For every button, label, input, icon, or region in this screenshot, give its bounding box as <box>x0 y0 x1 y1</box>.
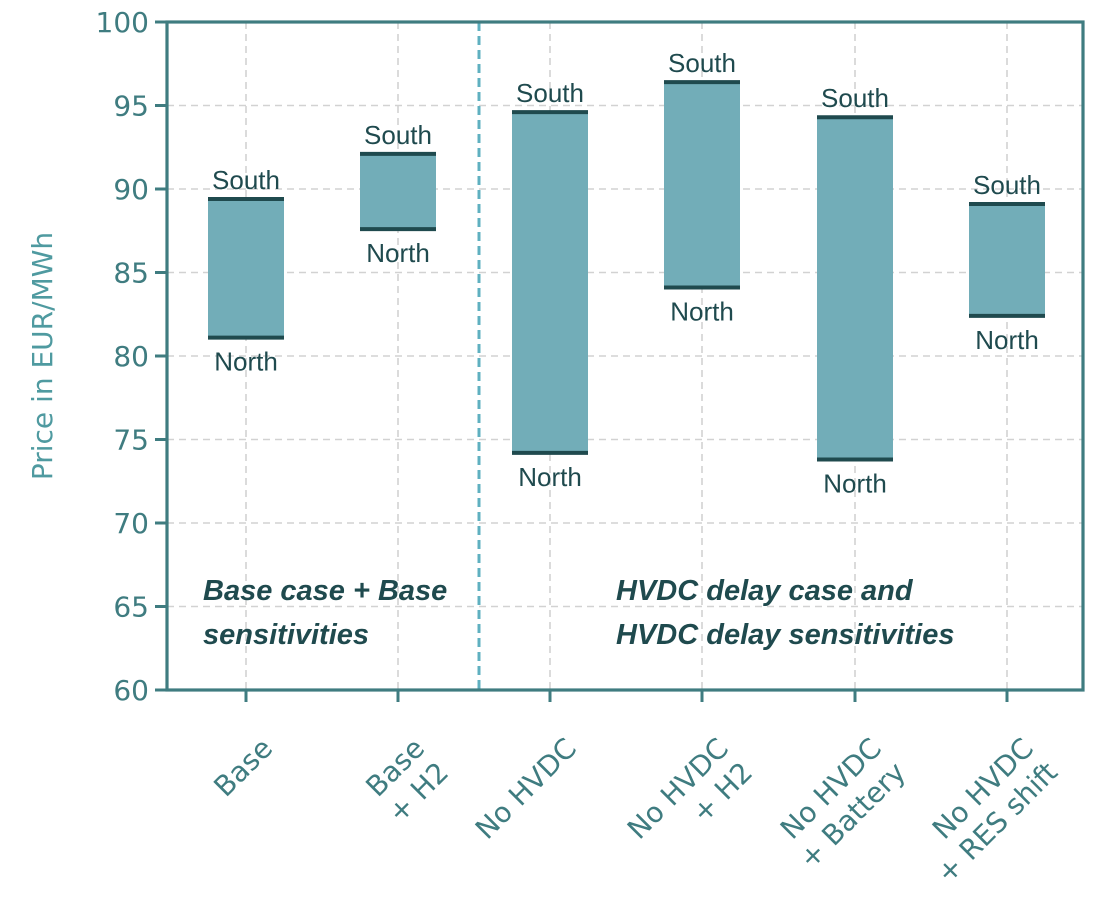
south-label: South <box>973 170 1041 200</box>
x-axis: Base Base+ H2 No HVDC No HVDC+ H2 No HVDC+ B… <box>207 690 1064 890</box>
y-tick-label: 95 <box>113 90 149 123</box>
x-tick-label: No HVDC+ RES shift <box>906 732 1064 890</box>
y-tick-label: 60 <box>113 674 149 707</box>
y-tick-label: 80 <box>113 340 149 373</box>
range-bar <box>360 153 436 230</box>
north-label: North <box>518 462 582 492</box>
south-label: South <box>668 48 736 78</box>
x-tick-label: No HVDC <box>469 732 583 846</box>
x-tick-label: No HVDC+ Battery <box>768 732 912 876</box>
north-label: North <box>214 347 278 377</box>
range-bar <box>664 82 740 288</box>
y-tick-label: 75 <box>113 424 149 457</box>
range-bar <box>969 204 1045 316</box>
range-bar <box>208 199 284 338</box>
group-note-line: HVDC delay sensitivities <box>616 619 954 651</box>
y-tick-label: 70 <box>113 507 149 540</box>
north-label: North <box>670 297 734 327</box>
y-tick-label: 65 <box>113 591 149 624</box>
group-note-line: sensitivities <box>203 619 369 651</box>
north-label: North <box>366 238 430 268</box>
group-notes: Base case + Base sensitivities HVDC delay … <box>203 575 954 651</box>
south-label: South <box>821 83 889 113</box>
range-bar <box>817 117 893 460</box>
south-label: South <box>516 78 584 108</box>
group-note-line: HVDC delay case and <box>616 575 914 607</box>
x-tick-label-line: No HVDC <box>469 732 583 846</box>
group-note-line: Base case + Base <box>203 575 447 607</box>
y-tick-label: 85 <box>113 257 149 290</box>
x-tick-label: No HVDC+ H2 <box>621 732 759 870</box>
y-axis: 60 65 70 75 80 85 90 95 100 <box>96 6 167 707</box>
x-tick-label-line: Base <box>207 732 279 804</box>
north-label: North <box>975 325 1039 355</box>
bars <box>208 80 1045 462</box>
bar-labels: South North South North South North South North… <box>212 48 1041 498</box>
south-label: South <box>364 120 432 150</box>
y-axis-label: Price in EUR/MWh <box>26 232 59 480</box>
x-tick-label: Base+ H2 <box>357 732 455 830</box>
x-tick-label: Base <box>207 732 279 804</box>
y-tick-label: 100 <box>96 6 149 39</box>
range-bar <box>512 112 588 453</box>
south-label: South <box>212 165 280 195</box>
y-tick-label: 90 <box>113 173 149 206</box>
north-label: North <box>823 469 887 499</box>
